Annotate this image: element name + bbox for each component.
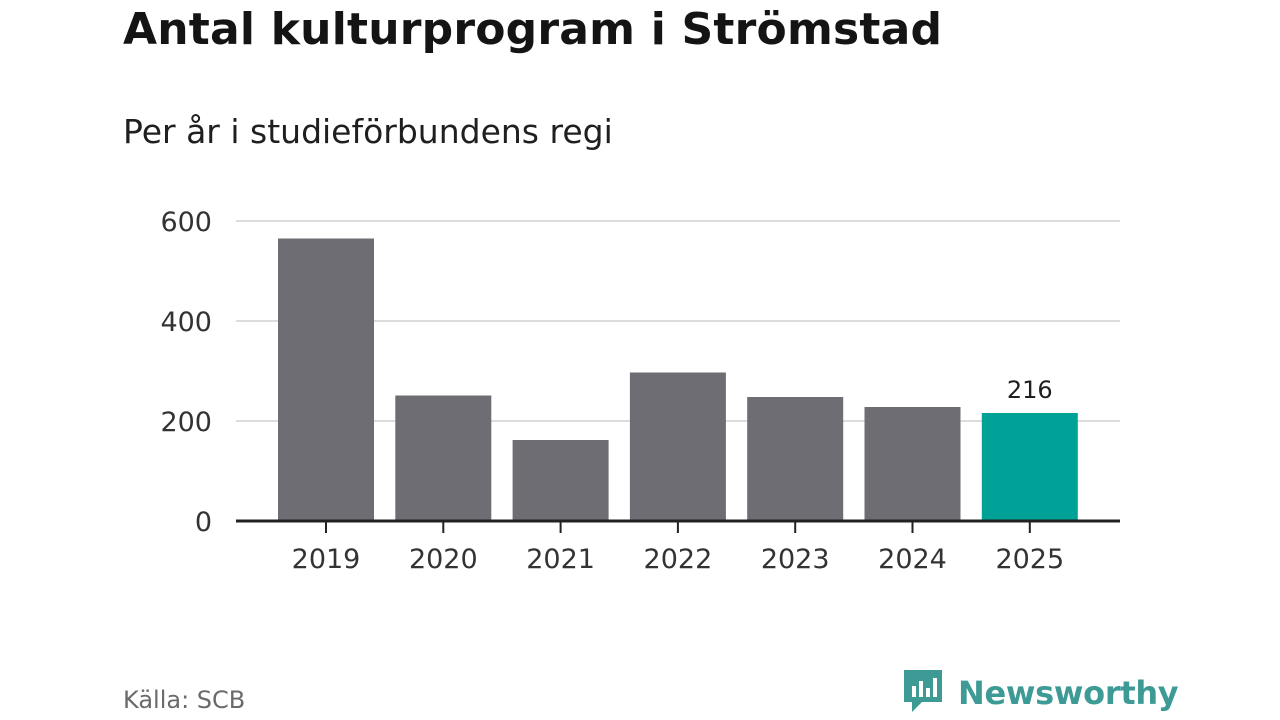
bars [278, 238, 1078, 521]
x-tick-label: 2020 [409, 544, 478, 575]
bar-2023 [747, 397, 844, 521]
bar-2022 [629, 372, 726, 521]
x-tick-label: 2023 [761, 544, 830, 575]
bar-2025 [981, 413, 1078, 521]
bar-2019 [278, 238, 374, 521]
labels: 0 200 400 600 2019 2020 2021 2022 2023 2024 2025 21… [160, 207, 1064, 575]
y-tick-label: 200 [160, 407, 212, 438]
bar-2021 [512, 440, 609, 521]
x-tick-label: 2024 [878, 544, 947, 575]
source-note: Källa: SCB [123, 686, 246, 714]
y-tick-label: 600 [160, 207, 212, 238]
chart-subtitle: Per år i studieförbundens regi [123, 112, 613, 151]
chart-title: Antal kulturprogram i Strömstad [123, 4, 943, 55]
x-tick-label: 2021 [526, 544, 595, 575]
brand-logo: Newsworthy [902, 668, 1179, 718]
axes [236, 519, 1120, 533]
brand-name: Newsworthy [958, 674, 1179, 712]
x-tick-label: 2025 [995, 544, 1064, 575]
y-tick-label: 400 [160, 307, 212, 338]
x-tick-label: 2022 [644, 544, 713, 575]
bar-2020 [395, 395, 492, 521]
y-tick-label: 0 [195, 507, 212, 538]
bar-2024 [864, 407, 961, 521]
newsworthy-logo-icon [902, 668, 944, 718]
x-tick-label: 2019 [292, 544, 361, 575]
data-label: 216 [1007, 376, 1053, 404]
